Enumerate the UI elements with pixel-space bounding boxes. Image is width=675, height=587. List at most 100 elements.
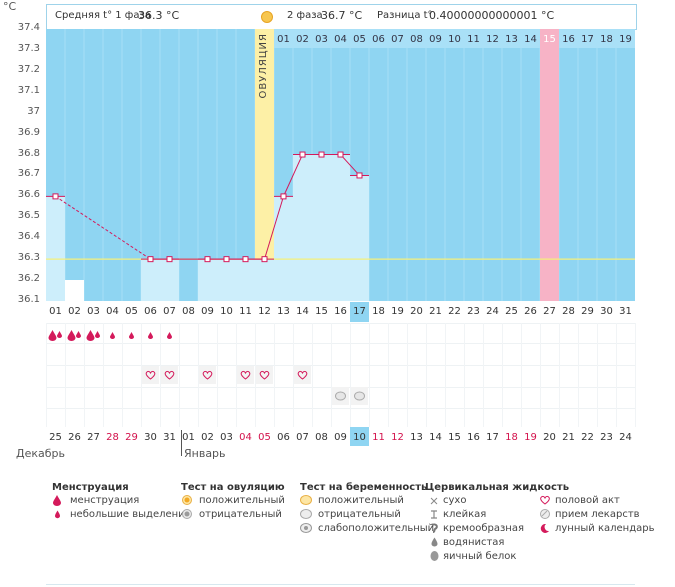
heart-icon: [145, 370, 156, 380]
row-divider: [46, 323, 635, 324]
legend-item: прием лекарств: [555, 509, 640, 520]
y-tick-label: 37: [27, 105, 40, 117]
cycle-day-label: 23: [467, 306, 480, 317]
cycle-day-label: 15: [315, 306, 328, 317]
temperature-point: [242, 256, 249, 263]
ovulation-column: [255, 29, 274, 301]
col-divider: [293, 323, 294, 427]
cycle-day-label: 29: [581, 306, 594, 317]
month-right: Январь: [184, 447, 226, 460]
post-ovulation-day-label: 03: [315, 34, 328, 45]
temperature-point: [318, 151, 325, 158]
phase2-label: 2 фаза: [287, 10, 323, 21]
temperature-line: [264, 196, 284, 260]
negative-icon: [354, 391, 365, 401]
col-divider: [597, 323, 598, 427]
phase2-value: 36.7 °C: [321, 9, 363, 22]
drop-small-icon: [148, 332, 153, 339]
cycle-day-label: 20: [410, 306, 423, 317]
cycle-day-label: 09: [201, 306, 214, 317]
today-cell: [350, 427, 369, 446]
cycle-day-label: 14: [296, 306, 309, 317]
egg-white-icon: [430, 551, 439, 561]
diff-label: Разница t°: [377, 10, 433, 21]
cycle-day-label: 12: [258, 306, 271, 317]
col-divider: [122, 323, 123, 427]
heart-cell: [199, 366, 216, 384]
legend-item: положительный: [318, 495, 404, 506]
temperature-bar: [160, 259, 179, 301]
calendar-date-label: 29: [125, 432, 138, 443]
calendar-date-label: 21: [562, 432, 575, 443]
col-divider: [445, 323, 446, 427]
temperature-bar: [217, 259, 236, 301]
legend-item: небольшие выделения: [70, 509, 191, 520]
negative-icon: [300, 509, 312, 519]
y-tick-label: 36.6: [17, 189, 40, 201]
col-divider: [65, 323, 66, 427]
cycle-day-label: 27: [543, 306, 556, 317]
cycle-day-label: 07: [163, 306, 176, 317]
legend-item: сухо: [443, 495, 467, 506]
post-ovulation-day-label: 08: [410, 34, 423, 45]
post-ovulation-day-label: 12: [486, 34, 499, 45]
highlight-column: [540, 29, 559, 301]
sun-icon: [261, 11, 273, 23]
calendar-date-label: 16: [467, 432, 480, 443]
calendar-date-label: 05: [258, 432, 271, 443]
col-divider: [274, 323, 275, 427]
drop-big-icon: [53, 495, 61, 506]
y-tick-label: 36.8: [17, 147, 40, 159]
col-divider: [559, 323, 560, 427]
post-ovulation-day-label: 17: [581, 34, 594, 45]
heart-cell: [237, 366, 254, 384]
temperature-bar: [312, 154, 331, 301]
heart-icon: [297, 370, 308, 380]
month-left: Декабрь: [16, 447, 65, 460]
y-tick-label: 36.4: [17, 231, 40, 243]
drop-big-icon: [86, 330, 95, 341]
temperature-line: [340, 154, 360, 176]
temperature-point: [166, 256, 173, 263]
calendar-date-label: 07: [296, 432, 309, 443]
col-divider: [198, 323, 199, 427]
temperature-bar: [46, 196, 65, 301]
row-divider: [46, 365, 635, 366]
cycle-day-label: 13: [277, 306, 290, 317]
col-divider: [502, 323, 503, 427]
y-tick-label: 36.9: [17, 126, 40, 138]
post-ovulation-day-label: 05: [353, 34, 366, 45]
temperature-bar: [198, 259, 217, 301]
bottom-divider: [46, 584, 635, 585]
col-divider: [635, 323, 636, 427]
calendar-date-label: 02: [201, 432, 214, 443]
current-day-cell: [350, 302, 369, 322]
heart-icon: [259, 370, 270, 380]
calendar-date-label: 30: [144, 432, 157, 443]
col-divider: [578, 323, 579, 427]
col-divider: [84, 323, 85, 427]
col-divider: [160, 323, 161, 427]
legend-item: лунный календарь: [555, 523, 655, 534]
drop-big-icon: [48, 330, 57, 341]
negative-icon: [335, 391, 346, 401]
cycle-day-label: 21: [429, 306, 442, 317]
cycle-day-label: 22: [448, 306, 461, 317]
drop-big-icon: [57, 331, 62, 338]
legend-item: яичный белок: [443, 551, 517, 562]
calendar-date-label: 22: [581, 432, 594, 443]
temperature-bar: [331, 154, 350, 301]
temperature-bar: [255, 259, 274, 301]
cycle-day-label: 28: [562, 306, 575, 317]
temperature-point: [280, 193, 287, 200]
cycle-day-label: 03: [87, 306, 100, 317]
col-divider: [236, 323, 237, 427]
legend-cervical-title: Цервикальная жидкость: [425, 482, 570, 493]
sticky-icon: [431, 510, 437, 519]
watery-icon: [431, 537, 438, 547]
calendar-date-label: 31: [163, 432, 176, 443]
drop-small-icon: [129, 332, 134, 339]
temperature-point: [52, 193, 59, 200]
heart-icon: [240, 370, 251, 380]
legend-item: слабоположительный: [318, 523, 435, 534]
